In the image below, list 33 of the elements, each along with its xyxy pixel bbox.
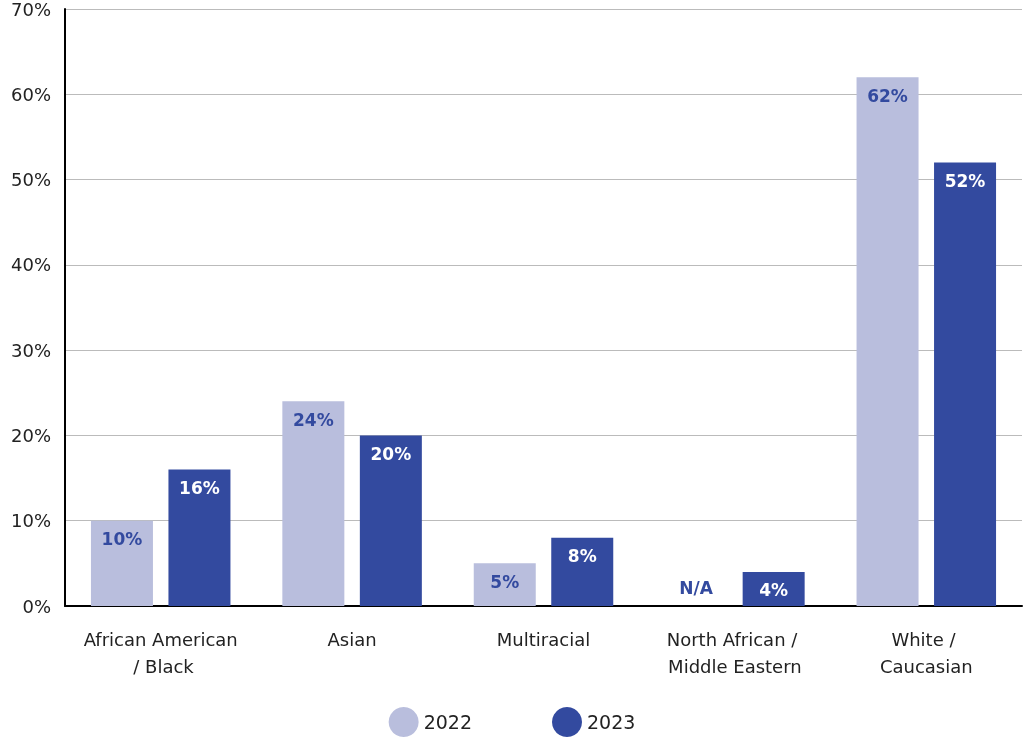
bar [551,537,614,606]
data-label: 52% [944,171,986,192]
y-tick-label: 0% [22,595,51,617]
data-label: 24% [293,409,334,430]
bar [473,563,536,606]
y-tick-label: 20% [10,424,51,446]
y-tick-label: 50% [10,169,51,191]
y-tick-label: 70% [10,0,51,20]
x-tick-label: Asian [327,629,377,650]
y-tick-label: 60% [10,83,51,105]
legend-label: 2022 [423,711,473,733]
bar [359,435,422,606]
bar [856,77,919,606]
x-tick-label: White / Caucasian [879,629,973,677]
bar [934,162,997,606]
data-label: 8% [567,546,597,567]
data-label: 16% [179,478,220,499]
y-tick-label: 40% [10,254,51,276]
text: N/A [679,577,713,598]
data-label: 5% [490,571,520,592]
bar [282,401,345,606]
bar [168,469,231,606]
data-label: 10% [101,529,143,550]
x-tick-label: Multiracial [496,629,591,650]
y-tick-label: 10% [10,510,51,532]
bar [90,520,153,606]
data-label: 62% [867,85,908,106]
data-label: 4% [759,580,789,601]
data-label: 20% [370,443,412,464]
y-tick-label: 30% [10,339,51,361]
legend-label: 2023 [587,711,636,733]
x-tick-label: African American / Black [83,629,238,677]
x-tick-label: North African / Middle Eastern [666,629,804,677]
